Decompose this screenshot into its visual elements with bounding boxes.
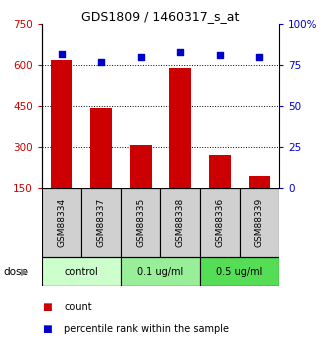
Text: ▶: ▶ <box>21 267 28 277</box>
Bar <box>209 155 231 188</box>
Point <box>99 59 104 65</box>
Point <box>178 49 183 55</box>
Point <box>257 54 262 60</box>
Text: GSM88338: GSM88338 <box>176 198 185 247</box>
Text: GSM88336: GSM88336 <box>215 198 224 247</box>
Bar <box>81 188 121 257</box>
Text: ■: ■ <box>42 302 51 312</box>
Text: ■: ■ <box>42 324 51 334</box>
Text: dose: dose <box>3 267 28 277</box>
Bar <box>42 188 81 257</box>
Bar <box>240 188 279 257</box>
Bar <box>121 188 160 257</box>
Text: GSM88337: GSM88337 <box>97 198 106 247</box>
Bar <box>248 176 270 188</box>
Title: GDS1809 / 1460317_s_at: GDS1809 / 1460317_s_at <box>81 10 240 23</box>
Text: GSM88335: GSM88335 <box>136 198 145 247</box>
Bar <box>160 188 200 257</box>
Point <box>59 51 64 57</box>
Text: 0.1 ug/ml: 0.1 ug/ml <box>137 267 184 277</box>
Bar <box>121 257 200 286</box>
Bar <box>200 188 240 257</box>
Bar <box>90 108 112 188</box>
Text: control: control <box>65 267 98 277</box>
Text: percentile rank within the sample: percentile rank within the sample <box>64 324 229 334</box>
Text: GSM88339: GSM88339 <box>255 198 264 247</box>
Bar <box>200 257 279 286</box>
Bar <box>169 68 191 188</box>
Bar <box>130 145 152 188</box>
Point <box>138 54 143 60</box>
Text: count: count <box>64 302 92 312</box>
Bar <box>42 257 121 286</box>
Bar <box>51 60 73 188</box>
Point <box>217 52 222 58</box>
Text: 0.5 ug/ml: 0.5 ug/ml <box>216 267 263 277</box>
Text: GSM88334: GSM88334 <box>57 198 66 247</box>
